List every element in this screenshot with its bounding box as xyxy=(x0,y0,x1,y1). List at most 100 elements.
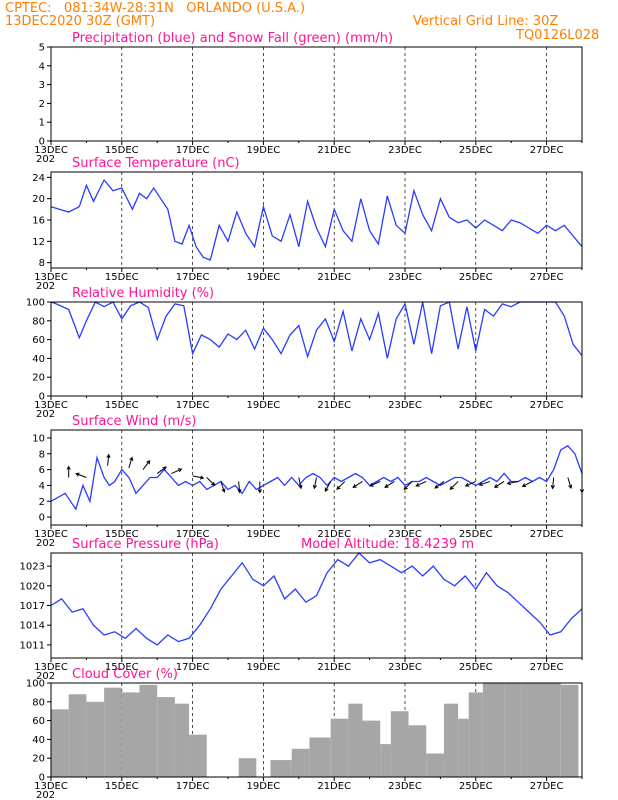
wind-arrow-head xyxy=(324,487,329,492)
year-fragment: 202 xyxy=(36,538,55,549)
x-tick-label: 17DEC xyxy=(176,272,210,283)
x-tick-label: 15DEC xyxy=(105,272,139,283)
x-tick-label: 25DEC xyxy=(459,662,493,673)
y-tick-label: 8 xyxy=(39,258,45,269)
wind-arrow-head xyxy=(521,483,527,488)
y-tick-label: 2 xyxy=(39,99,45,110)
header-run-date: 13DEC2020 30Z (GMT) xyxy=(5,14,155,29)
panel-frame xyxy=(50,682,583,778)
cloud-bar xyxy=(521,683,540,777)
wind-arrow xyxy=(312,477,317,490)
x-tick-label: 15DEC xyxy=(105,781,139,792)
wind-arrow-head xyxy=(415,482,420,487)
wind-arrow-head xyxy=(464,482,470,487)
wind-arrow-shaft xyxy=(142,460,151,470)
wind-arrow xyxy=(75,472,87,478)
wind-arrow-shaft xyxy=(171,468,182,474)
cloud-bar xyxy=(458,718,469,777)
y-tick-label: 40 xyxy=(32,735,45,746)
wind-arrow-shaft xyxy=(324,481,332,492)
cloud-bar xyxy=(121,692,140,777)
wind-arrow xyxy=(567,477,573,490)
wind-arrow-shaft xyxy=(415,481,427,487)
wind-arrow-head xyxy=(369,482,374,487)
wind-arrow xyxy=(352,481,363,488)
wind-arrow xyxy=(66,465,71,478)
x-tick-label: 15DEC xyxy=(105,529,139,540)
wind-arrow-head xyxy=(177,468,183,473)
cloud-bar xyxy=(68,694,87,777)
wind-arrow xyxy=(449,481,459,490)
wind-arrow xyxy=(493,481,505,488)
x-tick-label: 23DEC xyxy=(388,145,422,156)
x-tick-label: 13DEC xyxy=(34,272,68,283)
year-fragment: 202 xyxy=(36,671,55,682)
wind-arrow-head xyxy=(237,488,242,494)
wind-arrow-head xyxy=(384,483,389,488)
wind-arrow-head xyxy=(568,484,573,490)
wind-arrow-shaft xyxy=(507,480,519,485)
panel-frame xyxy=(50,429,583,526)
wind-arrow-shaft xyxy=(352,481,363,488)
wind-arrow-head xyxy=(478,482,484,487)
wind-arrow xyxy=(384,481,395,488)
x-tick-label: 27DEC xyxy=(530,662,564,673)
cloud-bar xyxy=(539,683,561,777)
x-tick-label: 25DEC xyxy=(459,272,493,283)
x-tick-label: 25DEC xyxy=(459,145,493,156)
panel-title: Relative Humidity (%) xyxy=(72,286,214,301)
y-tick-label: 80 xyxy=(32,316,45,327)
year-fragment: 202 xyxy=(36,409,55,420)
wind-arrow xyxy=(550,477,555,490)
cloud-bar xyxy=(348,703,363,777)
x-tick-label: 21DEC xyxy=(317,529,351,540)
wind-arrow-shaft xyxy=(522,481,533,487)
cloud-bar xyxy=(380,744,391,777)
wind-arrow-head xyxy=(257,489,262,494)
wind-arrow xyxy=(434,481,445,489)
y-tick-label: 20 xyxy=(32,373,45,384)
cloud-bar xyxy=(560,684,579,777)
x-tick-label: 19DEC xyxy=(247,529,281,540)
wind-arrow-shaft xyxy=(298,477,302,489)
wind-arrow-head xyxy=(162,466,167,471)
wind-arrow-shaft xyxy=(403,481,413,490)
header-code: TQ0126L028 xyxy=(515,28,599,43)
wind-arrow-head xyxy=(434,484,439,489)
x-tick-label: 21DEC xyxy=(317,272,351,283)
wind-arrow-head xyxy=(129,456,134,461)
panel-6: Cloud Cover (%) 0 20 40 60 80 100 13DEC 15DEC 17D… xyxy=(26,667,583,800)
wind-arrow xyxy=(237,481,242,494)
cloud-bar xyxy=(51,709,69,777)
y-tick-label: 100 xyxy=(26,298,45,309)
panel-3: Relative Humidity (%) 0 20 40 60 80 100 13DEC 15… xyxy=(26,286,583,420)
wind-arrow-shaft xyxy=(220,481,225,493)
cloud-bar xyxy=(468,692,483,777)
wind-arrow-shaft xyxy=(75,473,87,478)
x-tick-label: 23DEC xyxy=(388,781,422,792)
wind-arrow-shaft xyxy=(313,477,317,489)
y-tick-label: 20 xyxy=(32,754,45,765)
wind-arrow-shaft xyxy=(156,466,167,474)
wind-arrow-head xyxy=(449,485,454,490)
cloud-bar xyxy=(408,725,427,777)
y-tick-label: 4 xyxy=(39,61,45,72)
wind-arrow-shaft xyxy=(192,475,204,479)
wind-arrow-head xyxy=(298,484,303,490)
wind-arrow xyxy=(171,468,183,474)
cloud-bar xyxy=(362,720,381,777)
panel-title: Cloud Cover (%) xyxy=(72,667,178,682)
wind-arrow-head xyxy=(550,485,555,490)
panel-annotation: Model Altitude: 18.4239 m xyxy=(301,537,474,552)
y-tick-label: 10 xyxy=(32,433,45,444)
y-tick-label: 0 xyxy=(39,392,45,403)
y-tick-label: 80 xyxy=(32,697,45,708)
x-tick-label: 15DEC xyxy=(105,400,139,411)
cloud-bar xyxy=(174,703,190,777)
x-tick-label: 27DEC xyxy=(530,145,564,156)
cloud-bar xyxy=(443,703,459,777)
y-tick-label: 60 xyxy=(32,335,45,346)
x-tick-label: 19DEC xyxy=(247,781,281,792)
x-tick-label: 21DEC xyxy=(317,781,351,792)
panel-title: Precipitation (blue) and Snow Fall (gree… xyxy=(72,31,393,46)
